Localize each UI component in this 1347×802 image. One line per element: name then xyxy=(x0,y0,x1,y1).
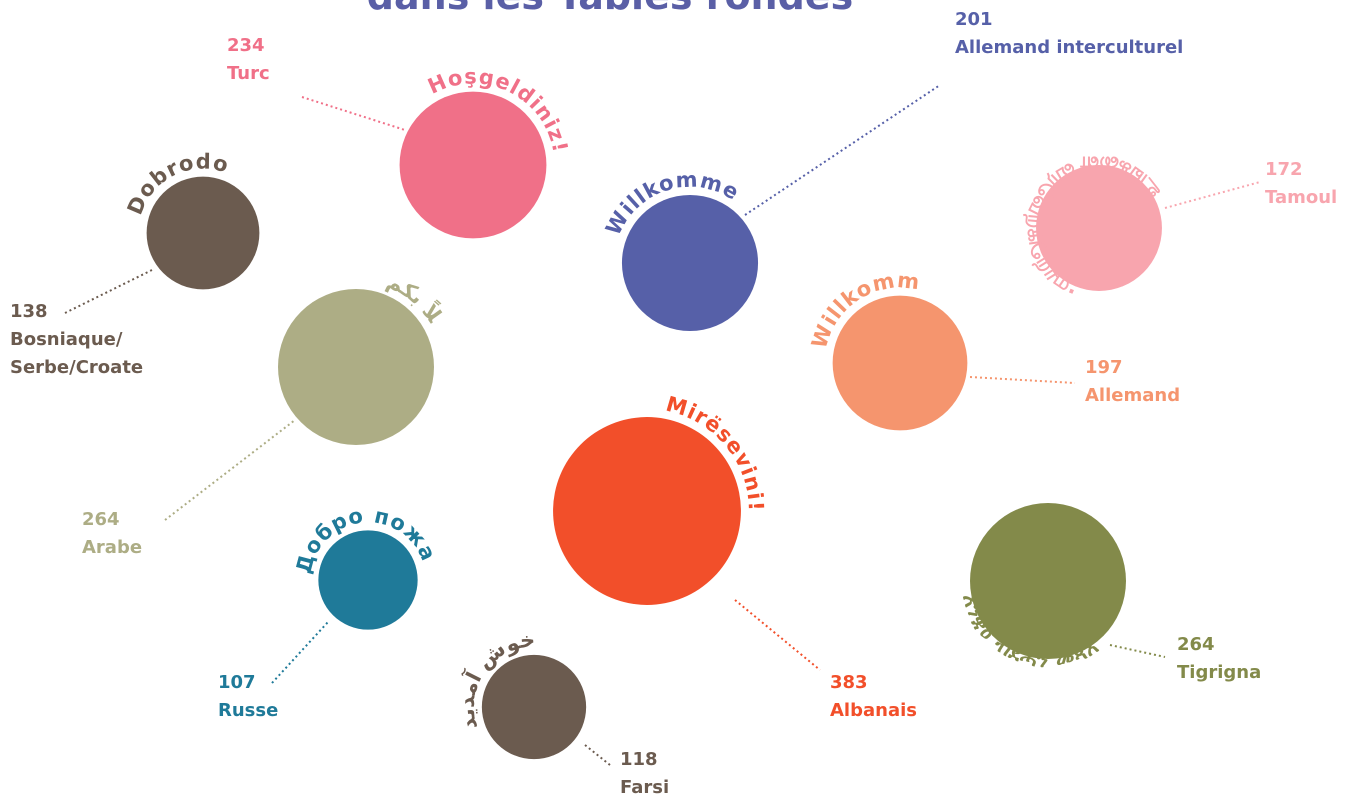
bubble xyxy=(278,289,434,445)
bubble xyxy=(1036,165,1162,291)
value-label: 172 xyxy=(1265,159,1303,180)
data-label: 264 Arabe xyxy=(82,506,382,562)
leader-line xyxy=(64,269,153,314)
bubble xyxy=(399,91,547,239)
value-label: 197 xyxy=(1085,357,1123,378)
category-label: Farsi xyxy=(620,777,670,798)
bubble xyxy=(832,295,968,431)
data-label: 383 Albanais xyxy=(830,669,1130,725)
category-label: Arabe xyxy=(82,537,143,558)
category-label: Turc xyxy=(227,63,270,84)
value-label: 234 xyxy=(227,35,265,56)
category-label: Allemand xyxy=(1085,385,1181,406)
leader-line xyxy=(584,744,611,766)
data-label: 107 Russe xyxy=(218,669,518,725)
chart-title: dans les Tables rondes xyxy=(0,0,1220,18)
category-label: Albanais xyxy=(830,700,917,721)
leader-line xyxy=(744,84,941,216)
data-label: 118 Farsi xyxy=(620,746,920,802)
value-label: 118 xyxy=(620,749,658,770)
value-label: 264 xyxy=(1177,634,1215,655)
data-label: 138 Bosniaque/ Serbe/Croate xyxy=(10,298,180,382)
value-label: 107 xyxy=(218,672,256,693)
category-label: Bosniaque/ Serbe/Croate xyxy=(10,329,144,378)
category-label: Russe xyxy=(218,700,279,721)
category-label: Tamoul xyxy=(1265,187,1338,208)
category-label: Tigrigna xyxy=(1177,662,1262,683)
data-label: 197 Allemand xyxy=(1085,354,1347,410)
bubble xyxy=(146,176,260,290)
bubble xyxy=(553,417,741,605)
leader-line xyxy=(1164,181,1261,209)
bubble xyxy=(621,194,759,332)
data-label: 264 Tigrigna xyxy=(1177,631,1347,687)
bubble xyxy=(970,503,1126,659)
data-label: 201 Allemand interculturel xyxy=(955,6,1255,62)
leader-line xyxy=(734,599,821,671)
data-label: 172 Tamoul xyxy=(1265,156,1347,212)
leader-line xyxy=(271,621,329,684)
leader-line xyxy=(301,96,406,131)
leader-line xyxy=(1109,644,1166,658)
value-label: 264 xyxy=(82,509,120,530)
bubble xyxy=(481,654,587,760)
bubble xyxy=(318,530,418,630)
value-label: 201 xyxy=(955,9,993,30)
leader-line xyxy=(969,376,1076,384)
leader-line xyxy=(164,419,296,521)
value-label: 138 xyxy=(10,301,48,322)
category-label: Allemand interculturel xyxy=(955,37,1184,58)
data-label: 234 Turc xyxy=(227,32,527,88)
value-label: 383 xyxy=(830,672,868,693)
